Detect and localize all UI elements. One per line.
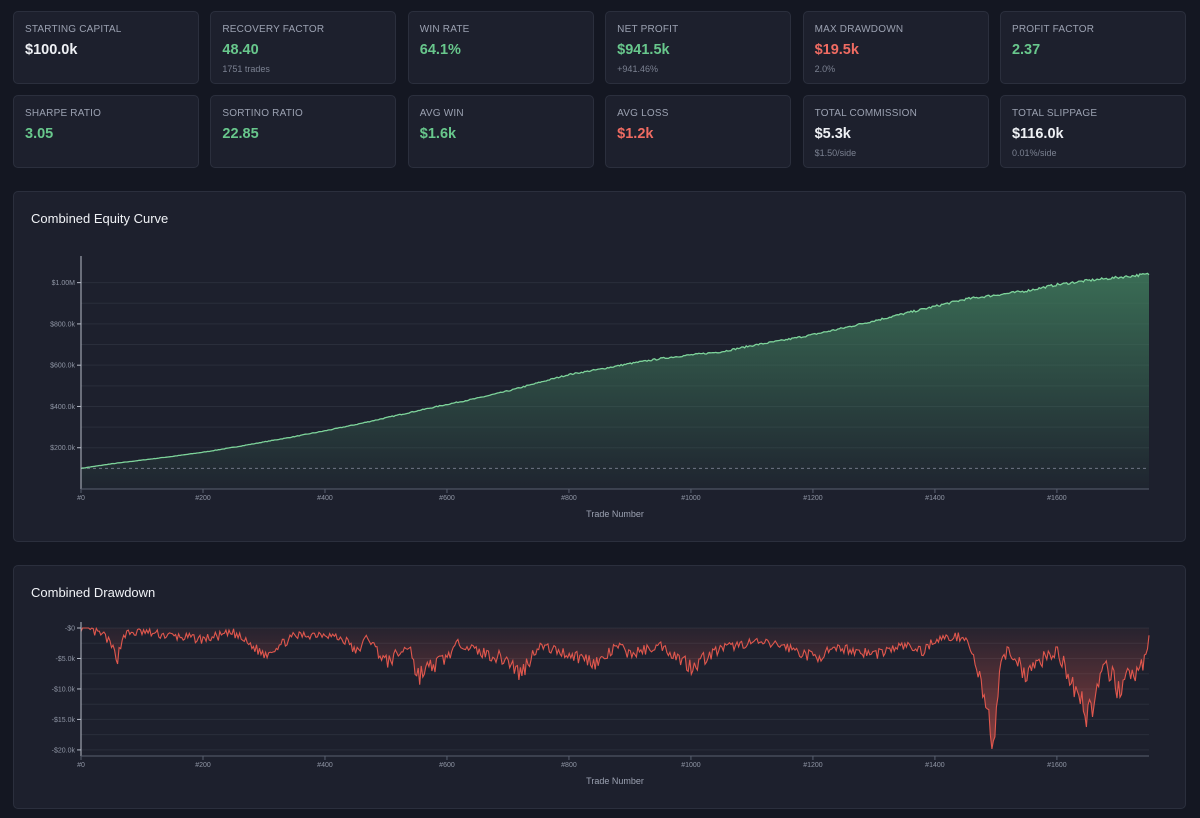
metric-subtext: +941.46% bbox=[617, 64, 658, 74]
metric-value: 2.37 bbox=[1011, 42, 1041, 58]
metric-subtext: 2.0% bbox=[814, 64, 836, 74]
metric-card-win-rate: WIN RATE 64.1% bbox=[407, 11, 594, 84]
metric-value: 64.1% bbox=[419, 42, 461, 58]
metric-card-net-profit: NET PROFIT $941.5k +941.46% bbox=[605, 11, 792, 84]
metric-value: $1.2k bbox=[617, 126, 654, 142]
metric-card-avg-loss: AVG LOSS $1.2k bbox=[605, 95, 792, 168]
metric-label: AVG LOSS bbox=[617, 108, 669, 119]
metric-value: $19.5k bbox=[814, 42, 859, 58]
metric-value: 48.40 bbox=[222, 42, 259, 58]
y-tick-label: $1.00M bbox=[52, 280, 76, 287]
x-tick-label: #200 bbox=[195, 762, 211, 769]
metrics-row-2: SHARPE RATIO 3.05 SORTINO RATIO 22.85 AV… bbox=[13, 95, 1186, 168]
x-tick-label: #0 bbox=[77, 762, 85, 769]
x-tick-label: #1200 bbox=[803, 495, 823, 502]
x-tick-label: #1400 bbox=[925, 495, 945, 502]
metric-label: NET PROFIT bbox=[617, 24, 679, 35]
metric-label: STARTING CAPITAL bbox=[25, 24, 122, 35]
x-tick-label: #1200 bbox=[803, 762, 823, 769]
x-tick-label: #0 bbox=[77, 495, 85, 502]
x-tick-label: #1000 bbox=[681, 762, 701, 769]
x-tick-label: #1600 bbox=[1047, 495, 1067, 502]
y-tick-label: $400.0k bbox=[50, 404, 75, 411]
x-tick-label: #1600 bbox=[1047, 762, 1067, 769]
x-tick-label: #600 bbox=[439, 495, 455, 502]
y-tick-label: -$0 bbox=[65, 626, 75, 633]
metric-label: MAX DRAWDOWN bbox=[814, 24, 904, 35]
metric-card-sharpe-ratio: SHARPE RATIO 3.05 bbox=[13, 95, 199, 168]
x-tick-label: #400 bbox=[317, 762, 333, 769]
metric-card-starting-capital: STARTING CAPITAL $100.0k bbox=[13, 11, 199, 84]
drawdown-line bbox=[80, 626, 1150, 750]
y-tick-label: -$10.0k bbox=[52, 686, 76, 693]
y-tick-label: $200.0k bbox=[50, 445, 75, 452]
metric-card-max-drawdown: MAX DRAWDOWN $19.5k 2.0% bbox=[802, 11, 989, 84]
x-tick-label: #600 bbox=[439, 762, 455, 769]
equity-chart-title: Combined Equity Curve bbox=[31, 211, 169, 226]
x-tick-label: #1000 bbox=[681, 495, 701, 502]
metric-subtext: 1751 trades bbox=[222, 64, 270, 74]
metrics-row-1: STARTING CAPITAL $100.0k RECOVERY FACTOR… bbox=[13, 11, 1186, 84]
metric-value: $116.0k bbox=[1011, 126, 1064, 142]
y-tick-label: $600.0k bbox=[50, 363, 75, 370]
metric-label: SHARPE RATIO bbox=[25, 108, 102, 119]
equity-chart[interactable]: $200.0k $400.0k $600.0k $800.0k $1.00M #0 #200… bbox=[14, 192, 1185, 541]
metric-subtext: $1.50/side bbox=[814, 148, 857, 158]
drawdown-chart[interactable]: -$0 -$5.0k -$10.0k -$15.0k -$20.0k #0 #200 #400… bbox=[14, 566, 1185, 808]
x-tick-label: #800 bbox=[561, 762, 577, 769]
equity-line bbox=[80, 272, 1150, 470]
metric-label: PROFIT FACTOR bbox=[1011, 24, 1095, 35]
y-tick-label: -$20.0k bbox=[52, 747, 76, 754]
y-tick-label: -$15.0k bbox=[52, 717, 76, 724]
metric-value: 22.85 bbox=[222, 126, 259, 142]
metric-card-avg-win: AVG WIN $1.6k bbox=[407, 95, 594, 168]
drawdown-area bbox=[81, 628, 1149, 749]
equity-curve-panel: Combined Equity Curve $200.0k $400.0k $600… bbox=[13, 191, 1186, 542]
metric-label: WIN RATE bbox=[419, 24, 470, 35]
metric-subtext: 0.01%/side bbox=[1011, 148, 1057, 158]
metric-label: TOTAL SLIPPAGE bbox=[1011, 108, 1098, 119]
y-tick-label: $800.0k bbox=[50, 321, 75, 328]
drawdown-panel: Combined Drawdown -$0 -$5.0k -$10.0k -$15.0… bbox=[13, 565, 1186, 809]
metric-label: SORTINO RATIO bbox=[222, 108, 303, 119]
x-axis-title: Trade Number bbox=[586, 776, 644, 786]
metric-card-profit-factor: PROFIT FACTOR 2.37 bbox=[999, 11, 1186, 84]
x-tick-label: #800 bbox=[561, 495, 577, 502]
metric-card-recovery-factor: RECOVERY FACTOR 48.40 1751 trades bbox=[210, 11, 397, 84]
metric-value: $100.0k bbox=[25, 42, 78, 58]
metric-value: $1.6k bbox=[419, 126, 457, 142]
metric-card-total-commission: TOTAL COMMISSION $5.3k $1.50/side bbox=[802, 95, 989, 168]
x-tick-label: #400 bbox=[317, 495, 333, 502]
metric-card-total-slippage: TOTAL SLIPPAGE $116.0k 0.01%/side bbox=[999, 95, 1186, 168]
y-tick-label: -$5.0k bbox=[56, 656, 76, 663]
metric-value: 3.05 bbox=[25, 126, 54, 142]
x-tick-label: #200 bbox=[195, 495, 211, 502]
metric-value: $941.5k bbox=[617, 42, 670, 58]
metric-label: TOTAL COMMISSION bbox=[814, 108, 918, 119]
equity-area bbox=[81, 273, 1149, 489]
x-tick-label: #1400 bbox=[925, 762, 945, 769]
metric-label: AVG WIN bbox=[419, 108, 464, 119]
drawdown-chart-title: Combined Drawdown bbox=[31, 585, 156, 600]
metric-label: RECOVERY FACTOR bbox=[222, 24, 325, 35]
metric-value: $5.3k bbox=[814, 126, 851, 142]
x-axis-title: Trade Number bbox=[586, 509, 644, 519]
metric-card-sortino-ratio: SORTINO RATIO 22.85 bbox=[210, 95, 397, 168]
